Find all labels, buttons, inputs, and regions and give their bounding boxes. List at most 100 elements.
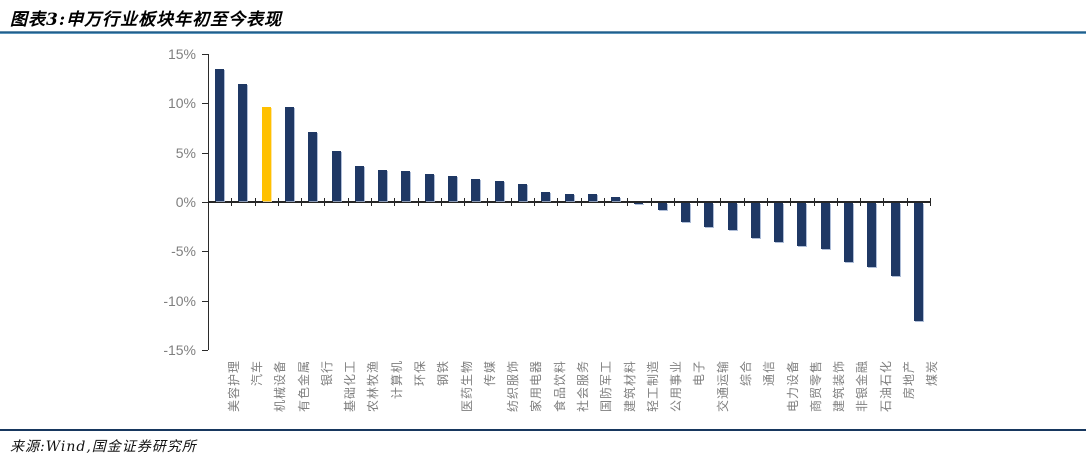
x-axis-category-label: 国防军工 xyxy=(599,360,614,413)
bar-银行 xyxy=(308,131,318,201)
bar-综合 xyxy=(727,203,737,230)
bar-房地产 xyxy=(890,203,900,276)
x-axis-tick xyxy=(673,198,675,206)
bar-轻工制造 xyxy=(634,203,644,204)
x-axis-tick xyxy=(860,198,862,206)
x-axis-category-label: 公用事业 xyxy=(669,360,684,413)
bar-建筑材料 xyxy=(611,197,621,201)
y-axis-tick-label: 10% xyxy=(167,95,196,112)
bar-电力设备 xyxy=(774,203,784,243)
x-axis-category-label: 家用电器 xyxy=(529,360,544,413)
x-axis-tick xyxy=(534,198,536,206)
bar-汽车 xyxy=(238,83,248,201)
x-axis-category-label: 通信 xyxy=(762,360,777,387)
x-axis-category-label: 农林牧渔 xyxy=(366,360,381,413)
y-axis-tick xyxy=(202,349,208,351)
x-axis-tick xyxy=(720,198,722,206)
y-axis-tick xyxy=(202,54,208,56)
y-axis-tick-label: 5% xyxy=(175,144,196,161)
bar-石油石化 xyxy=(867,203,877,268)
bar-农林牧渔 xyxy=(354,165,364,201)
x-axis-tick xyxy=(347,198,349,206)
x-axis-tick xyxy=(557,198,559,206)
x-axis-category-label: 商贸零售 xyxy=(808,360,823,413)
bar-家用电器 xyxy=(517,184,527,201)
bar-传媒 xyxy=(471,179,481,201)
x-axis-tick xyxy=(208,198,209,206)
bar-煤炭 xyxy=(913,203,923,322)
x-axis-category-label: 有色金属 xyxy=(296,360,311,413)
bar-电子 xyxy=(680,203,690,222)
x-axis-tick xyxy=(627,198,629,206)
bar-交通运输 xyxy=(704,203,714,227)
x-axis-category-label: 建筑材料 xyxy=(622,360,637,413)
x-axis-category-label: 房地产 xyxy=(902,360,917,400)
x-axis-category-label: 电子 xyxy=(692,360,707,387)
x-axis-category-label: 非银金融 xyxy=(855,360,870,413)
x-axis-category-label: 电力设备 xyxy=(785,360,800,413)
bar-建筑装饰 xyxy=(820,203,830,250)
x-axis-category-label: 食品饮料 xyxy=(552,360,567,413)
page-title: 图表3:申万行业板块年初至今表现 xyxy=(10,10,283,30)
y-axis-tick-label: -15% xyxy=(163,341,196,358)
y-axis-tick xyxy=(202,152,208,154)
x-axis-tick xyxy=(697,198,699,206)
x-axis-tick xyxy=(510,198,512,206)
bar-机械设备 xyxy=(261,107,271,201)
x-axis-category-label: 银行 xyxy=(319,360,334,387)
x-axis-tick xyxy=(394,198,396,206)
x-axis-category-label: 纺织服饰 xyxy=(506,360,521,413)
x-axis-tick xyxy=(930,198,931,206)
bar-美容护理 xyxy=(215,68,225,201)
x-axis-category-label: 综合 xyxy=(739,360,754,387)
x-axis-category-label: 传媒 xyxy=(482,360,497,387)
bar-非银金融 xyxy=(843,203,853,263)
x-axis-category-label: 交通运输 xyxy=(715,360,730,413)
y-axis-tick-label: -10% xyxy=(163,292,196,309)
x-axis-tick xyxy=(813,198,815,206)
bar-国防军工 xyxy=(587,194,597,201)
bar-环保 xyxy=(401,171,411,201)
x-axis-tick xyxy=(766,198,768,206)
x-axis-category-label: 石油石化 xyxy=(878,360,893,413)
x-axis-tick xyxy=(790,198,792,206)
x-axis-tick xyxy=(301,198,303,206)
x-axis-tick xyxy=(906,198,908,206)
x-axis-category-label: 建筑装饰 xyxy=(832,360,847,413)
x-axis-category-label: 美容护理 xyxy=(226,360,241,413)
x-axis-tick xyxy=(417,198,419,206)
y-axis-tick xyxy=(202,251,208,253)
x-axis-tick xyxy=(254,198,256,206)
y-axis-tick xyxy=(202,300,208,302)
x-axis-tick xyxy=(277,198,279,206)
x-axis-category-label: 医药生物 xyxy=(459,360,474,413)
y-axis-tick-label: 15% xyxy=(167,46,196,63)
x-axis-line xyxy=(208,201,930,203)
x-axis-tick xyxy=(324,198,326,206)
x-axis-category-label: 钢铁 xyxy=(436,360,451,387)
bar-商贸零售 xyxy=(797,203,807,247)
footer-divider-rule xyxy=(0,429,1086,431)
x-axis-category-label: 计算机 xyxy=(389,360,404,400)
y-axis-tick xyxy=(202,103,208,105)
x-axis-tick xyxy=(883,198,885,206)
bar-社会服务 xyxy=(564,194,574,201)
x-axis-category-label: 机械设备 xyxy=(273,360,288,413)
bar-公用事业 xyxy=(657,203,667,210)
x-axis-category-label: 轻工制造 xyxy=(645,360,660,413)
x-axis-tick xyxy=(580,198,582,206)
bar-通信 xyxy=(750,203,760,238)
bar-食品饮料 xyxy=(541,192,551,201)
x-axis-category-label: 煤炭 xyxy=(925,360,940,387)
x-axis-tick xyxy=(603,198,605,206)
bar-有色金属 xyxy=(285,107,295,201)
bar-医药生物 xyxy=(448,176,458,201)
x-axis-tick xyxy=(836,198,838,206)
x-axis-tick xyxy=(743,198,745,206)
y-axis-tick-label: -5% xyxy=(171,243,196,260)
y-axis-tick xyxy=(202,202,208,203)
bar-计算机 xyxy=(378,170,388,201)
bar-基础化工 xyxy=(331,150,341,201)
bar-钢铁 xyxy=(424,174,434,201)
